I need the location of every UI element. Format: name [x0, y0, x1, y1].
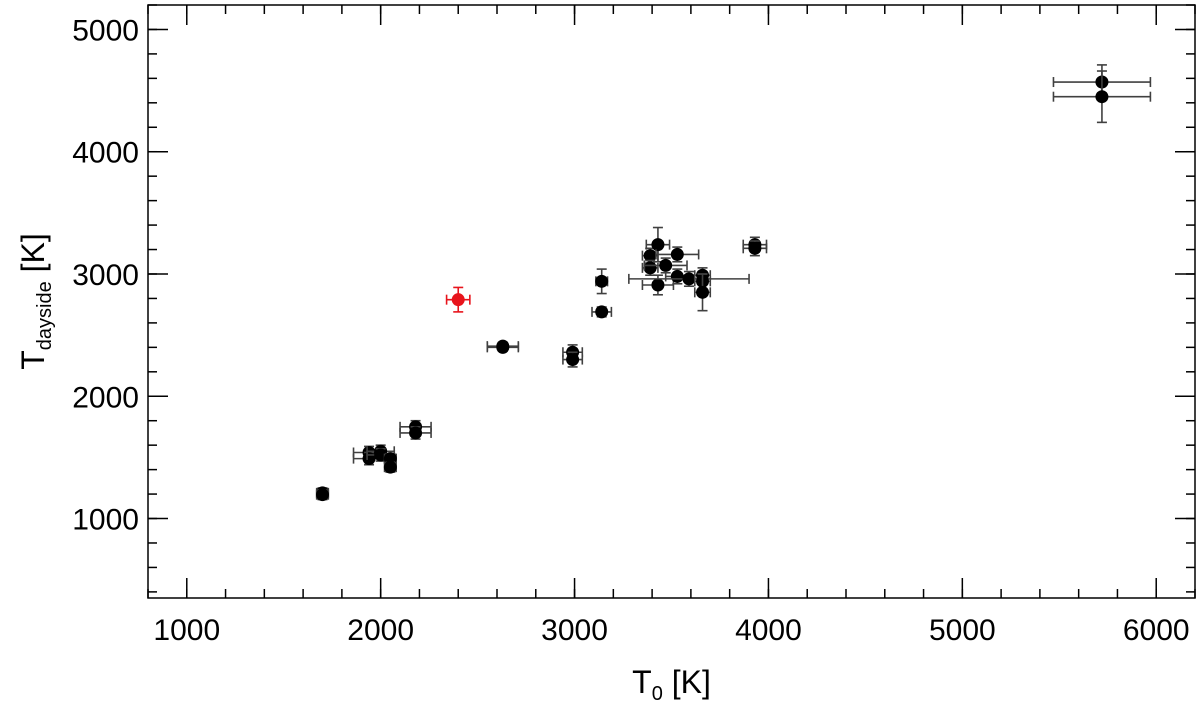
y-tick-label: 4000 — [72, 137, 139, 170]
marker — [316, 488, 329, 502]
x-tick-label: 1000 — [153, 614, 220, 647]
x-tick-label: 2000 — [347, 614, 414, 647]
marker — [696, 285, 710, 299]
y-tick-label: 1000 — [72, 504, 139, 537]
data-point — [742, 240, 768, 257]
marker — [496, 340, 510, 354]
marker — [383, 460, 397, 474]
data-point — [562, 351, 584, 368]
marker — [595, 274, 609, 288]
data-point — [643, 257, 688, 274]
data-point — [693, 273, 712, 312]
data-points — [315, 64, 1152, 502]
data-point — [1052, 70, 1152, 124]
marker — [362, 452, 376, 466]
plot-frame — [147, 4, 1196, 599]
data-point — [399, 426, 432, 440]
x-tick-label: 6000 — [1123, 614, 1190, 647]
marker — [595, 305, 609, 319]
data-point — [641, 247, 659, 264]
data-point — [655, 246, 700, 263]
data-point — [383, 460, 397, 474]
major-ticks — [148, 5, 1195, 598]
minor-ticks — [147, 4, 1196, 598]
data-point — [591, 305, 613, 319]
marker — [1095, 90, 1109, 104]
x-tick-label: 4000 — [735, 614, 802, 647]
tick-labels: 1000 2000 3000 4000 5000 6000 1000 2000 3000 4000… — [72, 14, 1189, 647]
data-point — [628, 270, 750, 288]
marker — [643, 249, 657, 263]
marker — [451, 293, 465, 307]
x-tick-label: 3000 — [541, 614, 608, 647]
marker — [670, 269, 684, 283]
y-tick-label: 3000 — [72, 259, 139, 292]
marker — [670, 247, 684, 261]
marker — [643, 261, 657, 275]
data-point — [645, 226, 671, 263]
x-tick-label: 5000 — [929, 614, 996, 647]
y-tick-label: 2000 — [72, 381, 139, 414]
y-axis-label: Tdayside [K] — [15, 233, 56, 370]
marker — [748, 241, 762, 255]
data-point — [595, 268, 609, 295]
marker — [409, 426, 423, 440]
x-axis-label: T0 [K] — [632, 664, 711, 705]
marker — [566, 353, 580, 367]
data-point — [315, 488, 330, 502]
highlighted-data-point — [445, 286, 471, 313]
data-point — [486, 340, 520, 354]
marker — [682, 272, 696, 286]
marker — [651, 238, 665, 252]
y-tick-label: 5000 — [72, 14, 139, 47]
marker — [659, 258, 673, 272]
marker — [651, 278, 665, 292]
